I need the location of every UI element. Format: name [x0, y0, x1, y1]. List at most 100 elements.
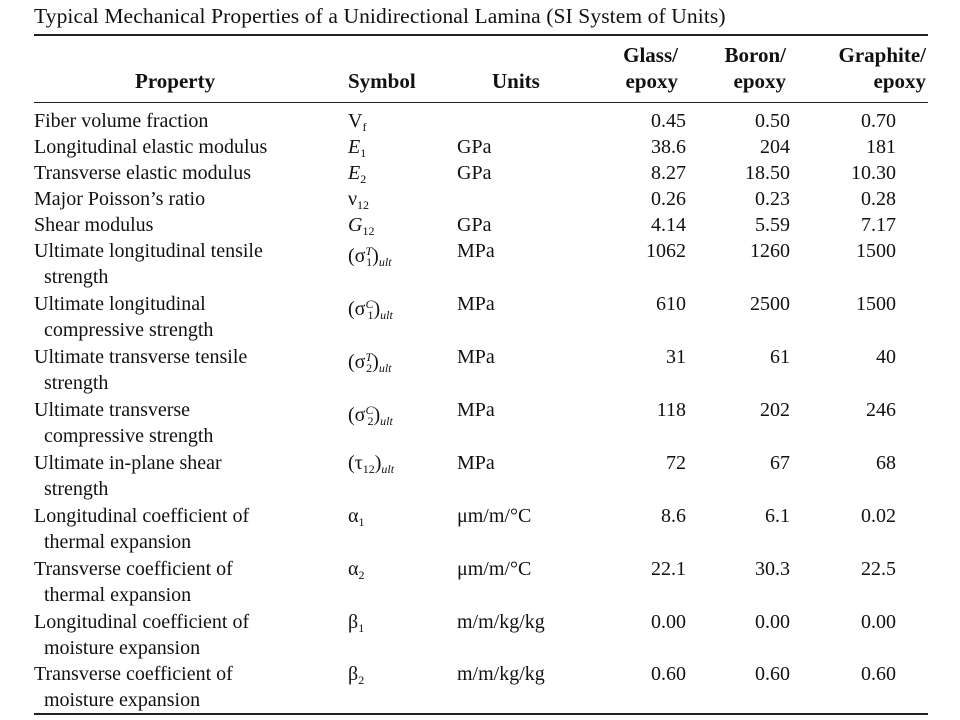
paren-close: ) — [373, 298, 381, 320]
value-graphite: 181 — [866, 136, 896, 158]
symbol-base: E — [348, 162, 361, 184]
value-boron: 18.50 — [745, 162, 790, 184]
symbol-base: τ — [354, 452, 363, 474]
header-units: Units — [492, 69, 540, 93]
symbol-superscript: C — [365, 297, 374, 311]
property-cell: Transverse coefficient of moisture expans… — [34, 661, 233, 713]
symbol-cell: ν12 — [348, 186, 369, 218]
header-graphite-epoxy: Graphite/ epoxy — [808, 42, 927, 94]
symbol-cell: (σT2)ult — [348, 344, 391, 381]
property-line: Longitudinal coefficient of — [34, 505, 250, 527]
value-boron: 30.3 — [755, 558, 790, 580]
symbol-superscript: C — [365, 403, 374, 417]
property-line-continued: compressive strength — [44, 425, 214, 447]
property-line-continued: compressive strength — [44, 319, 214, 341]
paren-close: ) — [374, 452, 382, 474]
symbol-subscript: 2 — [366, 361, 373, 375]
symbol-subscript: 12 — [362, 224, 375, 238]
units-cell: MPa — [457, 240, 495, 262]
units-cell: GPa — [457, 136, 492, 158]
value-graphite: 22.5 — [861, 558, 896, 580]
header-property: Property — [135, 69, 216, 93]
table-title: Typical Mechanical Properties of a Unidi… — [34, 4, 726, 28]
property-cell: Ultimate longitudinal tensile strength — [34, 238, 263, 290]
bottom-rule — [34, 713, 928, 715]
paren-open: ( — [348, 351, 355, 373]
symbol-ult-subscript: ult — [378, 361, 392, 375]
property-line: Ultimate in-plane shear — [34, 452, 222, 474]
header-graphite-line2: epoxy — [873, 69, 927, 93]
symbol-cell: (σC1)ult — [348, 291, 393, 328]
value-graphite: 0.02 — [861, 505, 896, 527]
header-boron-epoxy: Boron/ epoxy — [706, 42, 786, 94]
symbol-base: α — [348, 505, 359, 527]
header-glass-epoxy: Glass/ epoxy — [600, 42, 678, 94]
symbol-base: α — [348, 558, 359, 580]
units-cell: m/m/kg/kg — [457, 611, 545, 633]
symbol-base: G — [348, 214, 363, 236]
property-line: Fiber volume fraction — [34, 110, 209, 132]
value-graphite: 1500 — [856, 293, 896, 315]
paren-open: ( — [348, 404, 355, 426]
symbol-subscript: 1 — [358, 621, 365, 635]
value-graphite: 10.30 — [851, 162, 896, 184]
symbol-subscript: 12 — [362, 462, 375, 476]
property-line: Shear modulus — [34, 214, 154, 236]
symbol-base: E — [348, 136, 361, 158]
property-line-continued: strength — [44, 266, 109, 288]
units-cell: GPa — [457, 214, 492, 236]
units-cell: MPa — [457, 293, 495, 315]
value-boron: 204 — [760, 136, 790, 158]
value-glass: 118 — [656, 399, 686, 421]
property-line-continued: moisture expansion — [44, 637, 201, 659]
value-glass: 8.27 — [651, 162, 686, 184]
value-glass: 0.26 — [651, 188, 686, 210]
value-glass: 8.6 — [661, 505, 686, 527]
paren-open: ( — [348, 245, 355, 267]
value-glass: 610 — [656, 293, 686, 315]
value-boron: 0.60 — [755, 663, 790, 685]
value-boron: 0.50 — [755, 110, 790, 132]
symbol-ult-subscript: ult — [380, 308, 393, 322]
value-glass: 72 — [666, 452, 686, 474]
units-cell: MPa — [457, 346, 495, 368]
top-rule — [34, 34, 928, 36]
property-line-continued: strength — [44, 478, 109, 500]
property-line-continued: thermal expansion — [44, 531, 192, 553]
symbol-superscript: T — [365, 350, 373, 364]
symbol-cell: E2 — [348, 160, 366, 192]
value-boron: 5.59 — [755, 214, 790, 236]
value-graphite: 40 — [876, 346, 896, 368]
symbol-base: V — [348, 110, 363, 132]
symbol-superscript: T — [365, 244, 373, 258]
property-line-continued: strength — [44, 372, 109, 394]
symbol-subscript: 1 — [366, 255, 373, 269]
value-glass: 0.00 — [651, 611, 686, 633]
value-glass: 22.1 — [651, 558, 686, 580]
property-cell: Transverse coefficient of thermal expansi… — [34, 556, 233, 608]
property-cell: Fiber volume fraction — [34, 108, 208, 134]
symbol-cell: (σT1)ult — [348, 238, 391, 275]
value-glass: 31 — [666, 346, 686, 368]
value-boron: 67 — [770, 452, 790, 474]
symbol-base: ν — [348, 188, 358, 210]
value-graphite: 0.00 — [861, 611, 896, 633]
property-cell: Ultimate in-plane shear strength — [34, 450, 222, 502]
value-glass: 0.60 — [651, 663, 686, 685]
symbol-cell: E1 — [348, 134, 366, 166]
property-line: Transverse coefficient of — [34, 663, 233, 685]
value-boron: 202 — [760, 399, 790, 421]
symbol-base: β — [348, 611, 359, 633]
header-symbol: Symbol — [348, 69, 416, 93]
symbol-ult-subscript: ult — [381, 462, 395, 476]
units-cell: GPa — [457, 162, 492, 184]
symbol-subscript: f — [362, 120, 367, 134]
property-line: Longitudinal elastic modulus — [34, 136, 268, 158]
property-line: Major Poisson’s ratio — [34, 188, 206, 210]
property-cell: Ultimate transverse compressive strength — [34, 397, 213, 449]
property-line-continued: moisture expansion — [44, 689, 201, 711]
value-graphite: 7.17 — [861, 214, 896, 236]
header-boron-line2: epoxy — [733, 69, 787, 93]
symbol-base: β — [348, 663, 359, 685]
symbol-cell: β1 — [348, 609, 364, 641]
